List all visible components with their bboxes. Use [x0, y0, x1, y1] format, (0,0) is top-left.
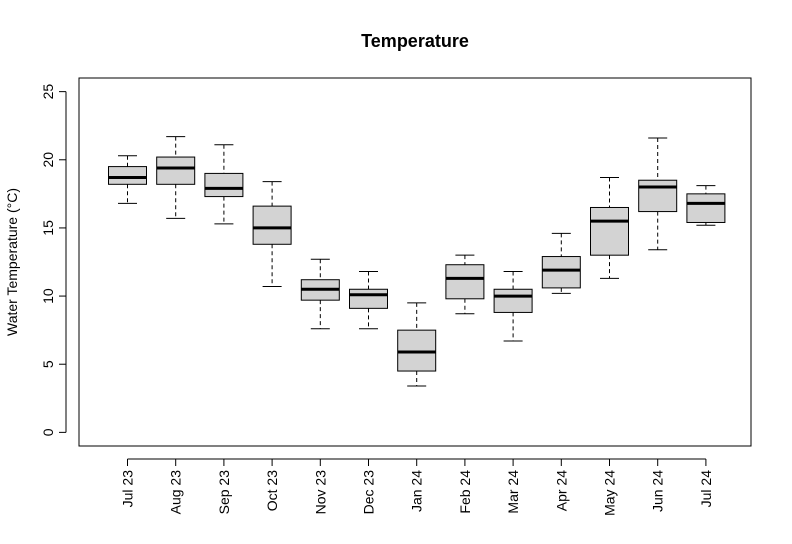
y-axis-label: Water Temperature (°C) — [4, 188, 20, 336]
boxes-group — [108, 136, 726, 387]
x-tick-label: Jul 23 — [120, 470, 136, 508]
box-apr-24 — [541, 232, 581, 294]
y-tick-label: 0 — [40, 428, 56, 436]
x-tick-label: Jul 24 — [698, 470, 714, 508]
y-tick-label: 5 — [40, 360, 56, 368]
iqr-box — [541, 256, 581, 289]
box-jun-24 — [638, 137, 678, 251]
iqr-box — [445, 264, 485, 300]
box-jan-24 — [397, 302, 437, 387]
x-tick-label: Aug 23 — [168, 470, 184, 515]
box-mar-24 — [493, 271, 533, 342]
box-feb-24 — [445, 254, 485, 315]
chart-title: Temperature — [361, 31, 469, 51]
y-tick-label: 20 — [40, 152, 56, 168]
plot-frame — [78, 77, 752, 447]
x-axis: Jul 23 Aug 23 Sep 23 Oct 23 Nov 23 Dec 23 Jan … — [120, 458, 714, 516]
iqr-box — [108, 166, 147, 185]
x-tick-label: Mar 24 — [505, 470, 521, 514]
x-tick-label: May 24 — [602, 470, 618, 516]
box-jul-24 — [686, 185, 726, 226]
y-tick-label: 10 — [40, 288, 56, 304]
x-tick-label: Apr 24 — [553, 470, 569, 511]
iqr-box — [156, 156, 196, 185]
x-tick-label: Sep 23 — [216, 470, 232, 515]
iqr-box — [686, 193, 726, 223]
box-aug-23 — [156, 136, 196, 219]
x-tick-label: Dec 23 — [361, 470, 377, 515]
x-tick-label: Jan 24 — [409, 470, 425, 512]
box-sep-23 — [204, 144, 244, 225]
x-tick-label: Nov 23 — [312, 470, 328, 515]
iqr-box — [349, 288, 388, 309]
y-tick-label: 25 — [40, 84, 56, 100]
box-may-24 — [590, 176, 629, 279]
x-tick-label: Jun 24 — [650, 470, 666, 512]
iqr-box — [204, 172, 244, 198]
iqr-box — [590, 206, 629, 256]
iqr-box — [493, 288, 533, 313]
y-tick-label: 15 — [40, 220, 56, 236]
y-axis: 0 5 10 15 20 25 — [40, 84, 67, 436]
box-jul-23 — [108, 155, 147, 204]
iqr-box — [252, 205, 292, 245]
x-tick-label: Oct 23 — [264, 470, 280, 511]
box-oct-23 — [252, 181, 292, 288]
iqr-box — [638, 179, 678, 213]
x-tick-label: Feb 24 — [457, 470, 473, 514]
box-nov-23 — [300, 258, 340, 330]
box-dec-23 — [349, 271, 388, 330]
